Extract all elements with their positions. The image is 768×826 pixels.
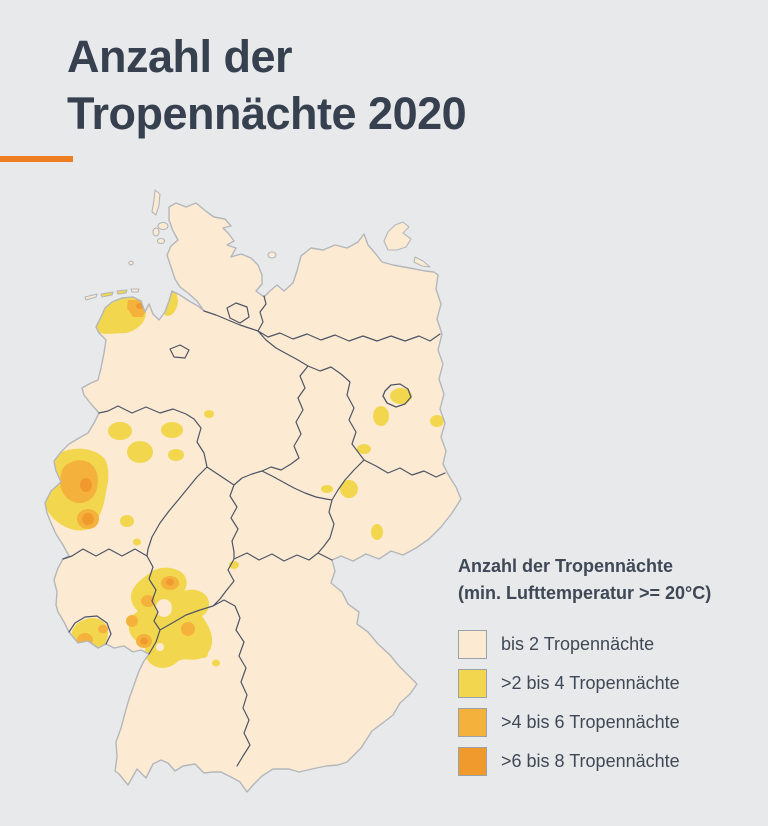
east-frisian-island [100,291,114,298]
page-title: Anzahl der Tropennächte 2020 [67,28,707,142]
legend-items: bis 2 Tropennächte >2 bis 4 Tropennächte… [458,629,758,776]
accent-bar [0,156,73,162]
tropical-nights-level4-areas [80,303,174,645]
island-amrum [152,227,160,237]
germany-outline [45,203,461,792]
legend-item-2-bis-4: >2 bis 4 Tropennächte [458,668,758,698]
island-fehmarn [267,251,277,259]
legend-item-6-bis-8: >6 bis 8 Tropennächte [458,746,758,776]
island-usedom [413,256,431,268]
island-pellworm [156,237,166,245]
legend-swatch-level1 [458,629,487,659]
legend-title-line2: (min. Lufttemperatur >= 20°C) [458,583,712,603]
east-frisian-island [116,289,128,295]
islands [84,189,431,301]
legend-swatch-level2 [458,668,487,698]
legend-swatch-level4 [458,746,487,776]
state-borders [62,295,446,767]
berlin-boundary [382,383,412,408]
legend-label: >6 bis 8 Tropennächte [501,751,680,771]
east-frisian-island [84,293,98,301]
germany-coastline [44,202,462,793]
island-helgoland [128,260,134,266]
title-line2: Tropennächte 2020 [67,88,467,139]
map-legend: Anzahl der Tropennächte (min. Lufttemper… [458,553,758,785]
legend-item-4-bis-6: >4 bis 6 Tropennächte [458,707,758,737]
island-sylt [151,189,161,216]
legend-item-bis-2: bis 2 Tropennächte [458,629,758,659]
island-ruegen [383,221,412,251]
legend-label: >4 bis 6 Tropennächte [501,712,680,732]
legend-label: bis 2 Tropennächte [501,634,655,654]
east-frisian-island [130,288,140,293]
island-foehr [157,221,169,231]
legend-swatch-level3 [458,707,487,737]
title-line1: Anzahl der [67,31,293,82]
legend-label: >2 bis 4 Tropennächte [501,673,680,693]
legend-title: Anzahl der Tropennächte (min. Lufttemper… [458,553,758,607]
legend-title-line1: Anzahl der Tropennächte [458,556,674,576]
